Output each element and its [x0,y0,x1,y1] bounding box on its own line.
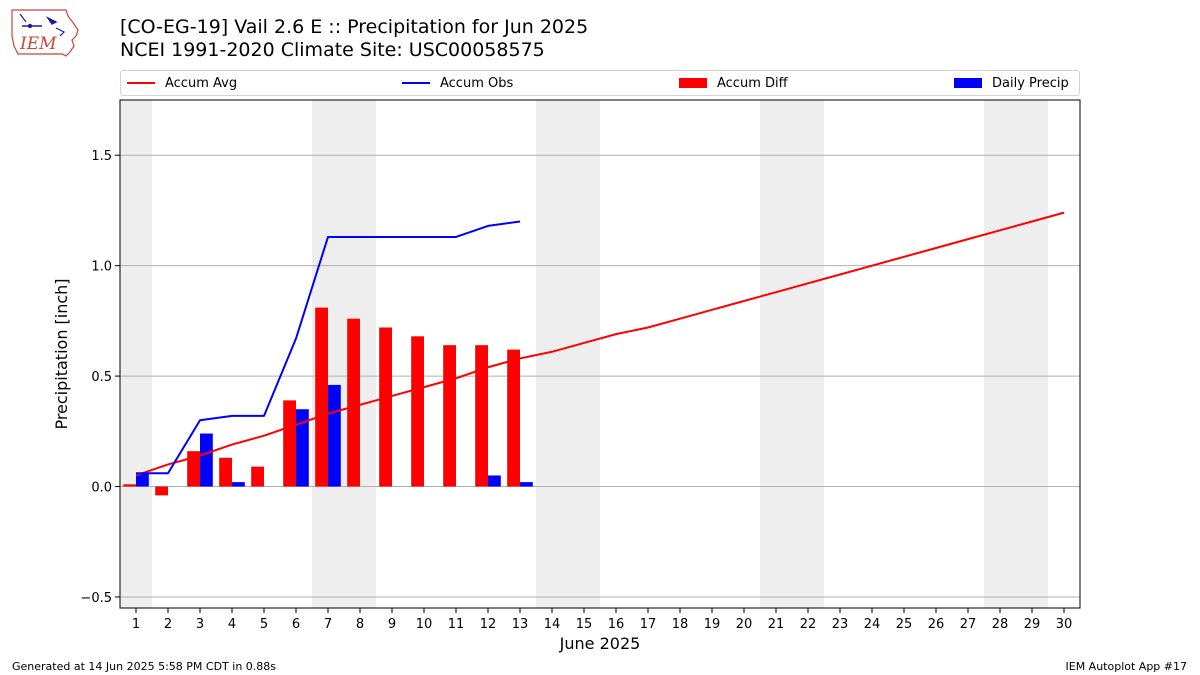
accum-diff-bar [315,307,328,487]
chart-subtitle: NCEI 1991-2020 Climate Site: USC00058575 [120,39,545,61]
x-tick-label: 4 [228,617,236,632]
accum-diff-bar [379,327,392,487]
accum-diff-bar [123,484,136,487]
daily-precip-bar [200,433,213,487]
x-tick-label: 7 [324,617,332,632]
accum-diff-bar [443,345,456,487]
accum-diff-bar [411,336,424,487]
legend-swatch-accum-obs [402,82,430,84]
y-tick-label: 1.0 [91,260,112,275]
daily-precip-bar [232,482,245,487]
legend-label-accum-avg: Accum Avg [165,75,238,91]
x-tick-label: 17 [640,617,657,632]
legend-label-accum-diff: Accum Diff [717,75,788,91]
accum-diff-bar [283,400,296,487]
legend-swatch-daily-precip [954,78,982,88]
y-axis: −0.5 0.0 0.5 1.0 1.5 [80,149,120,606]
y-tick-label: 0.5 [91,370,112,385]
legend-item-accum-obs: Accum Obs [402,71,513,95]
x-tick-label: 10 [416,617,433,632]
logo-text: IEM [20,34,57,54]
x-tick-label: 30 [1056,617,1073,632]
weekend-shade-4 [984,100,1048,608]
y-tick-label: −0.5 [80,591,112,606]
x-tick-label: 23 [832,617,849,632]
x-tick-label: 8 [356,617,364,632]
accum-diff-bar [155,486,168,496]
x-tick-label: 28 [992,617,1009,632]
accum-diff-bar [475,345,488,487]
accum-diff-bar [507,349,520,487]
daily-precip-bar [296,409,309,487]
weekend-shade-2 [536,100,600,608]
x-tick-label: 9 [388,617,396,632]
plot-frame [119,99,1081,609]
daily-precip-bar [328,384,341,487]
daily-precip-bar [136,473,149,487]
x-tick-label: 22 [800,617,817,632]
x-tick-label: 13 [512,617,529,632]
weekend-shading [120,100,1048,608]
x-axis-label: June 2025 [559,634,641,653]
x-tick-label: 1 [132,617,140,632]
chart-legend: Accum Avg Accum Obs Accum Diff Daily Pre… [120,70,1080,96]
x-tick-label: 21 [768,617,785,632]
x-tick-label: 15 [576,617,593,632]
accum-diff-bar [187,451,200,487]
legend-swatch-accum-avg [127,82,155,84]
accum-avg-line [135,211,1065,477]
app-credit: IEM Autoplot App #17 [1065,660,1188,673]
chart-title: [CO-EG-19] Vail 2.6 E :: Precipitation f… [120,16,589,38]
legend-item-accum-diff: Accum Diff [679,71,788,95]
x-tick-label: 11 [448,617,465,632]
x-tick-label: 2 [164,617,172,632]
x-tick-label: 16 [608,617,625,632]
x-tick-label: 18 [672,617,689,632]
weekend-shade-0 [120,100,152,608]
x-tick-label: 29 [1024,617,1041,632]
legend-item-daily-precip: Daily Precip [954,71,1069,95]
x-axis: 1 2 3 4 5 6 7 8 9 10 11 12 13 14 15 16 17 18 19 20 21 22 23 24 2… [132,608,1072,632]
weekend-shade-3 [760,100,824,608]
x-tick-label: 24 [864,617,881,632]
x-tick-label: 14 [544,617,561,632]
lines [135,211,1065,477]
x-tick-label: 25 [896,617,913,632]
accum-diff-bar [219,457,232,487]
daily-precip-bar [488,475,501,487]
y-tick-label: 0.0 [91,481,112,496]
accum-diff-bar [347,318,360,487]
x-tick-label: 5 [260,617,268,632]
legend-swatch-accum-diff [679,78,707,88]
x-tick-label: 3 [196,617,204,632]
legend-item-accum-avg: Accum Avg [127,71,237,95]
x-tick-label: 6 [292,617,300,632]
accum-obs-line [136,220,521,475]
y-axis-label: Precipitation [inch] [52,278,71,429]
x-tick-label: 19 [704,617,721,632]
iem-logo: IEM [8,6,80,62]
generated-timestamp: Generated at 14 Jun 2025 5:58 PM CDT in … [12,660,277,673]
bars [123,307,533,496]
x-tick-label: 26 [928,617,945,632]
legend-label-accum-obs: Accum Obs [440,75,514,91]
x-tick-label: 27 [960,617,977,632]
y-tick-label: 1.5 [91,149,112,164]
legend-label-daily-precip: Daily Precip [992,75,1069,91]
x-tick-label: 12 [480,617,497,632]
accum-diff-bar [251,466,264,487]
x-tick-label: 20 [736,617,753,632]
daily-precip-bar [520,482,533,487]
iowa-state-outline-icon [11,9,79,57]
